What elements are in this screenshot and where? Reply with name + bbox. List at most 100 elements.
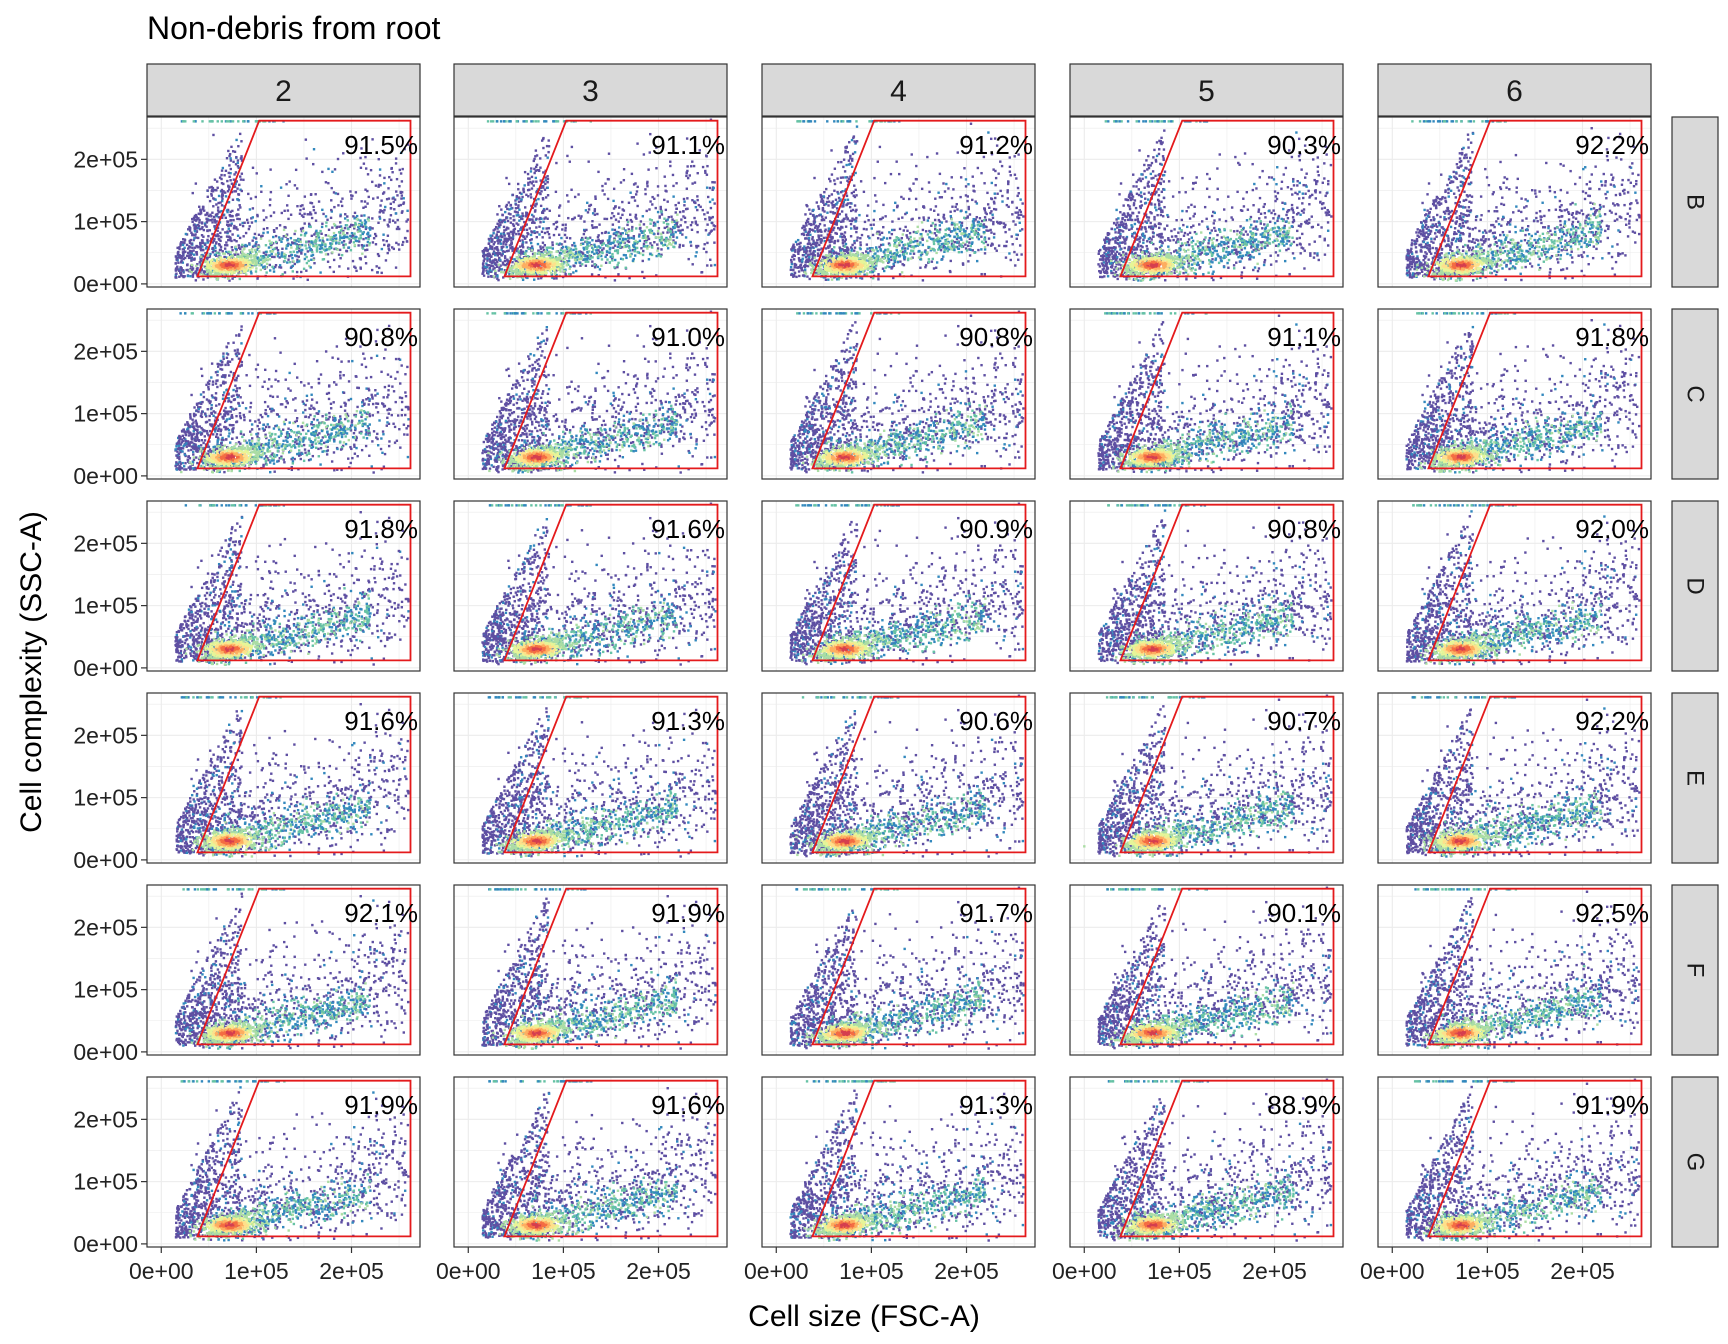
density-point — [390, 203, 392, 205]
density-point — [212, 205, 214, 207]
density-point — [372, 241, 374, 243]
density-point — [245, 232, 247, 234]
density-point — [215, 189, 217, 191]
density-point — [333, 271, 335, 273]
density-point — [366, 202, 368, 204]
density-point — [340, 200, 342, 202]
density-point — [379, 184, 381, 186]
density-point — [328, 229, 330, 231]
density-point — [330, 217, 332, 219]
density-point — [309, 202, 311, 204]
density-point — [256, 172, 258, 174]
density-point — [200, 249, 202, 251]
row-strip-D: D — [1672, 501, 1718, 671]
density-point — [384, 206, 386, 208]
density-point — [258, 234, 260, 236]
density-point — [232, 150, 234, 152]
row-strip-label: G — [1682, 1153, 1709, 1172]
density-point — [177, 262, 179, 264]
density-point — [350, 197, 352, 199]
density-point — [192, 249, 194, 251]
density-point — [260, 255, 262, 257]
density-point — [265, 216, 267, 218]
density-point — [402, 197, 404, 199]
density-point — [313, 209, 315, 211]
density-point — [344, 213, 346, 215]
density-point — [407, 218, 409, 220]
density-point — [197, 246, 199, 248]
density-point — [242, 235, 244, 237]
density-point — [236, 218, 238, 220]
density-point — [213, 238, 215, 240]
density-point — [229, 157, 231, 159]
density-point — [393, 208, 395, 210]
density-point — [319, 244, 321, 246]
density-point — [388, 218, 390, 220]
density-point — [263, 228, 265, 230]
density-point — [229, 153, 231, 155]
density-point — [355, 270, 357, 272]
density-point — [190, 254, 192, 256]
density-point — [346, 215, 348, 217]
density-point — [206, 241, 208, 243]
density-point — [213, 216, 215, 218]
density-point — [175, 276, 177, 278]
density-point — [275, 241, 277, 243]
density-point — [231, 277, 233, 279]
density-point — [237, 235, 239, 237]
density-point — [287, 258, 289, 260]
density-point — [294, 242, 296, 244]
density-point — [219, 201, 221, 203]
density-point — [292, 242, 294, 244]
density-point — [193, 258, 195, 260]
density-point — [313, 262, 315, 264]
density-point — [397, 219, 399, 221]
density-point — [284, 257, 286, 259]
density-point — [214, 247, 216, 249]
density-point — [189, 275, 191, 277]
density-point — [180, 259, 182, 261]
density-point — [234, 253, 236, 255]
density-point — [387, 235, 389, 237]
density-point — [338, 253, 340, 255]
density-point — [190, 243, 192, 245]
density-point — [192, 267, 194, 269]
density-point — [307, 213, 309, 215]
density-point — [218, 211, 220, 213]
density-point — [395, 190, 397, 192]
density-point — [231, 246, 233, 248]
density-point — [281, 212, 283, 214]
density-point — [220, 236, 222, 238]
density-point — [379, 168, 381, 170]
density-point — [383, 182, 385, 184]
density-point — [360, 167, 362, 169]
density-point — [218, 238, 220, 240]
density-point — [368, 196, 370, 198]
density-point — [339, 239, 341, 241]
density-point — [333, 206, 335, 208]
density-point — [304, 258, 306, 260]
density-point — [180, 257, 182, 259]
density-point — [362, 207, 364, 209]
density-point — [212, 247, 214, 249]
density-point — [215, 203, 217, 205]
density-point — [228, 172, 230, 174]
density-point — [175, 255, 177, 257]
density-point — [270, 191, 272, 193]
density-point — [325, 215, 327, 217]
density-point — [184, 238, 186, 240]
density-point — [233, 190, 235, 192]
density-point — [175, 262, 177, 264]
density-point — [327, 235, 329, 237]
density-point — [203, 229, 205, 231]
density-point — [186, 255, 188, 257]
density-point — [387, 244, 389, 246]
density-point — [383, 209, 385, 211]
density-point — [331, 251, 333, 253]
density-point — [330, 209, 332, 211]
density-point — [175, 273, 177, 275]
density-point — [296, 205, 298, 207]
density-point — [230, 240, 232, 242]
density-point — [326, 219, 328, 221]
density-point — [284, 271, 286, 273]
